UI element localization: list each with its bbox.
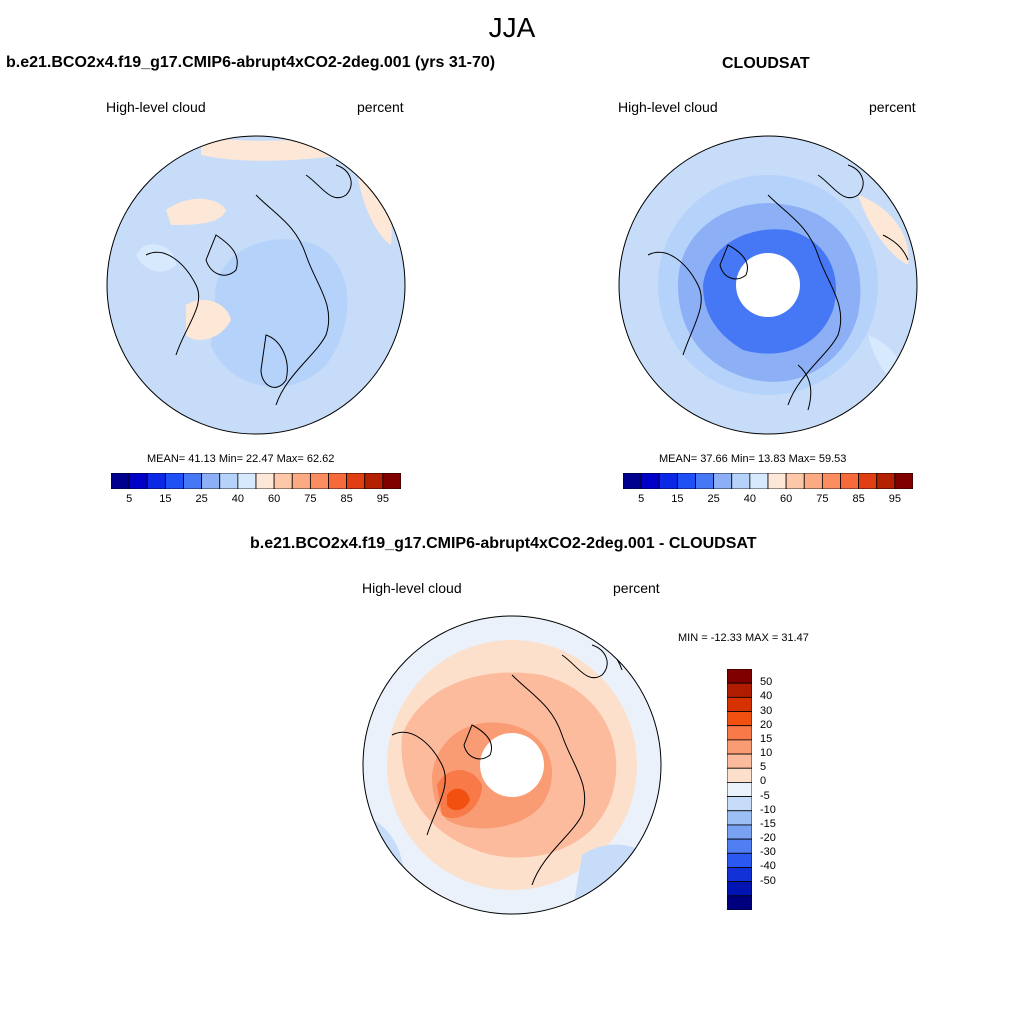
colorbar-swatch [273,473,293,489]
colorbar-swatch [640,473,660,489]
colorbar-swatch [328,473,348,489]
colorbar-swatch [727,696,752,712]
panel-1-units-label: percent [357,99,404,115]
colorbar-swatch [727,838,752,854]
colorbar-swatch [727,867,752,883]
colorbar-swatch [382,473,401,489]
colorbar-swatch [821,473,841,489]
colorbar-swatch [727,739,752,755]
colorbar-swatch [201,473,221,489]
colorbar-tick-label: 25 [195,493,208,505]
colorbar-tick-label: -20 [760,832,776,845]
colorbar-swatch [727,895,752,910]
panel-3-title: b.e21.BCO2x4.f19_g17.CMIP6-abrupt4xCO2-2… [250,535,757,552]
colorbar-swatch [291,473,311,489]
colorbar-swatch [840,473,860,489]
colorbar-swatch [876,473,896,489]
figure-title: JJA [488,12,536,43]
panel-2-polar-map [618,135,918,435]
colorbar-tick-label: 75 [816,493,829,505]
colorbar-swatch [219,473,239,489]
colorbar-swatch [727,753,752,769]
colorbar-tick-label: 20 [760,718,773,731]
colorbar-swatch [727,782,752,797]
colorbar-tick-label: 5 [760,761,767,774]
colorbar-swatch [727,725,752,741]
panel-1-colorbar [111,473,401,489]
colorbar-swatch [731,473,751,489]
colorbar-swatch [727,682,752,698]
panel-2-units-label: percent [869,99,916,115]
colorbar-swatch [727,852,752,868]
panel-3-polar-map [362,615,662,915]
colorbar-swatch [858,473,878,489]
colorbar-tick-label: 95 [376,493,389,505]
colorbar-swatch [727,711,752,727]
panel-3-units-label: percent [613,580,660,596]
colorbar-swatch [727,881,752,897]
colorbar-swatch [676,473,696,489]
colorbar-swatch [164,473,184,489]
colorbar-swatch [727,810,752,826]
colorbar-swatch [255,473,275,489]
colorbar-tick-label: -30 [760,846,776,859]
panel-1-variable-label: High-level cloud [106,99,206,115]
colorbar-tick-label: 40 [231,493,244,505]
colorbar-tick-label: 0 [760,775,767,788]
colorbar-swatch [237,473,257,489]
colorbar-tick-label: 30 [760,704,773,717]
colorbar-tick-label: 60 [268,493,281,505]
panel-2-title: CLOUDSAT [722,55,810,72]
colorbar-swatch [183,473,203,489]
panel-1-polar-map [106,135,406,435]
colorbar-swatch [727,669,752,684]
colorbar-tick-label: 75 [304,493,317,505]
colorbar-tick-label: -40 [760,860,776,873]
colorbar-swatch [749,473,769,489]
colorbar-tick-label: 40 [760,690,773,703]
colorbar-tick-label: 15 [159,493,172,505]
colorbar-tick-label: -5 [760,789,770,802]
colorbar-tick-label: 50 [760,676,773,689]
panel-1-title: b.e21.BCO2x4.f19_g17.CMIP6-abrupt4xCO2-2… [6,54,496,71]
colorbar-swatch [623,473,642,489]
colorbar-tick-label: 25 [707,493,720,505]
colorbar-swatch [364,473,384,489]
colorbar-swatch [727,767,752,783]
colorbar-tick-label: -50 [760,874,776,887]
colorbar-tick-label: 95 [888,493,901,505]
colorbar-swatch [111,473,130,489]
colorbar-swatch [727,796,752,812]
colorbar-tick-label: 85 [852,493,865,505]
panel-3-variable-label: High-level cloud [362,580,462,596]
colorbar-tick-label: 85 [340,493,353,505]
panel-2-variable-label: High-level cloud [618,99,718,115]
colorbar-swatch [309,473,329,489]
panel-2-colorbar [623,473,913,489]
colorbar-tick-label: 60 [780,493,793,505]
colorbar-tick-label: 15 [760,732,773,745]
panel-1-stats: MEAN= 41.13 Min= 22.47 Max= 62.62 [147,453,335,465]
colorbar-swatch [803,473,823,489]
panel-3-colorbar [727,669,752,910]
colorbar-swatch [713,473,733,489]
colorbar-swatch [658,473,678,489]
colorbar-tick-label: 40 [743,493,756,505]
colorbar-swatch [767,473,787,489]
colorbar-swatch [146,473,166,489]
colorbar-tick-label: 5 [638,493,645,505]
colorbar-tick-label: 10 [760,747,773,760]
colorbar-swatch [894,473,913,489]
panel-2-stats: MEAN= 37.66 Min= 13.83 Max= 59.53 [659,453,847,465]
colorbar-swatch [128,473,148,489]
colorbar-swatch [695,473,715,489]
panel-3-stats: MIN = -12.33 MAX = 31.47 [678,632,809,644]
colorbar-swatch [785,473,805,489]
colorbar-tick-label: -10 [760,803,776,816]
colorbar-swatch [346,473,366,489]
colorbar-tick-label: -15 [760,817,776,830]
colorbar-tick-label: 5 [126,493,133,505]
colorbar-tick-label: 15 [671,493,684,505]
colorbar-swatch [727,824,752,840]
